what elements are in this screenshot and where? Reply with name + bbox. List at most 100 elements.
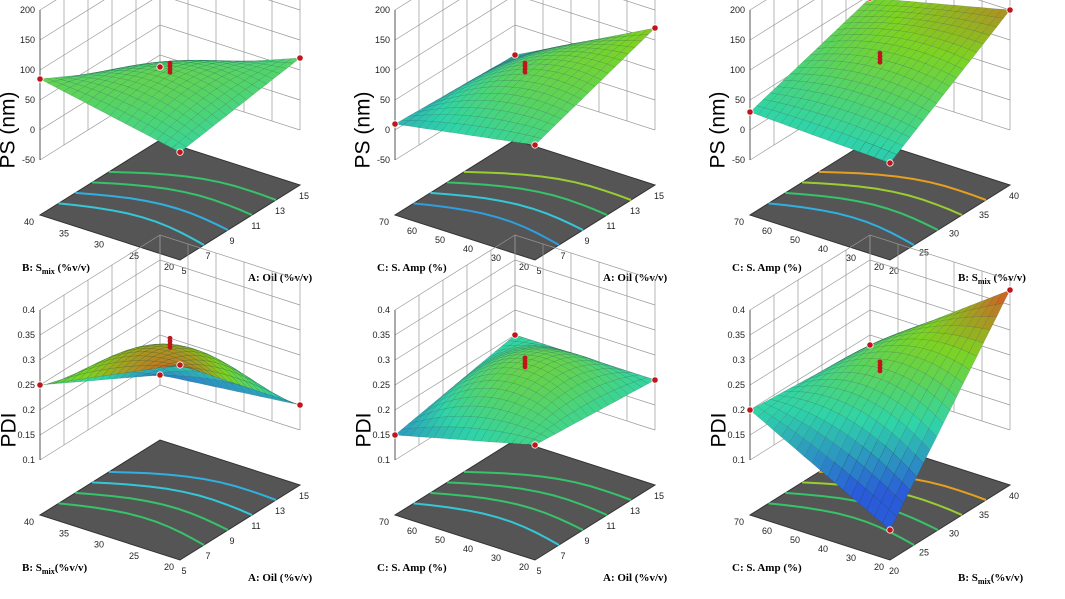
- surface-facet: [189, 359, 206, 366]
- surface-facet: [851, 22, 868, 29]
- surface-facet: [188, 355, 205, 361]
- surface-facet: [477, 70, 492, 78]
- surface-facet: [882, 81, 899, 94]
- surface-facet: [965, 307, 981, 318]
- surface-facet: [870, 351, 887, 360]
- surface-facet: [875, 22, 891, 30]
- z-tick-label: 0.35: [372, 330, 390, 340]
- x-tick-label: 15: [654, 491, 664, 501]
- surface-facet: [954, 46, 970, 58]
- surface-facet: [842, 372, 859, 382]
- surface-facet: [891, 96, 908, 109]
- surface-facet: [519, 134, 535, 145]
- surface-facet: [490, 380, 506, 390]
- surface-facet: [191, 376, 208, 386]
- surface-facet: [850, 63, 866, 74]
- y-tick-label: 20: [519, 262, 529, 272]
- surface-facet: [550, 46, 566, 51]
- surface-facet: [536, 396, 553, 409]
- surface-facet: [903, 12, 920, 20]
- surface-facet: [437, 101, 454, 110]
- surface-facet: [161, 115, 178, 127]
- surface-facet: [972, 14, 989, 24]
- surface-facet: [945, 33, 961, 44]
- surface-facet: [417, 426, 434, 438]
- surface-facet: [900, 39, 916, 49]
- surface-facet: [577, 64, 594, 74]
- z-tick-label: 150: [375, 35, 390, 45]
- surface-facet: [861, 95, 878, 109]
- center-point: [522, 364, 528, 370]
- floor-plane: [38, 139, 302, 261]
- surface-facet: [224, 369, 240, 380]
- x-tick-label: 20: [889, 266, 899, 276]
- surface-facet: [244, 76, 260, 85]
- surface-facet: [888, 142, 904, 155]
- y-axis-label-main: B: S: [22, 262, 42, 274]
- surface-facet: [606, 57, 623, 68]
- surface-facet: [885, 104, 901, 118]
- surface-facet: [74, 74, 89, 78]
- surface-facet: [881, 16, 898, 24]
- y-tick-label: 60: [407, 526, 417, 536]
- surface-facet: [804, 443, 820, 464]
- surface-facet: [911, 322, 926, 329]
- design-point: [391, 431, 399, 439]
- contour-line: [413, 202, 560, 246]
- x-axis-label: A: Oil (%v/v): [603, 272, 667, 284]
- surface-facet: [53, 76, 68, 80]
- surface-facet: [184, 364, 199, 369]
- surface-facet: [567, 361, 584, 368]
- x-tick-label: 5: [181, 566, 186, 576]
- surface-facet: [549, 45, 564, 50]
- surface-facet: [168, 357, 185, 363]
- surface-facet: [863, 4, 880, 11]
- surface-facet: [913, 401, 929, 422]
- contour-line: [413, 502, 560, 546]
- y-tick-label: 25: [129, 551, 139, 561]
- surface-facet: [874, 68, 890, 80]
- y-axis-label-main: C: S. Amp (%): [732, 562, 802, 574]
- contour-line: [768, 202, 915, 246]
- surface-facet: [481, 373, 497, 382]
- surface-plot-1: -50 0 50 100 150 200 5 7 9 11 13 15 20 25 30 35 40 PS (nm…: [0, 0, 355, 299]
- z-axis-label: PS (nm): [0, 91, 20, 169]
- surface-facet: [778, 95, 794, 105]
- z-tick-label: 100: [20, 65, 35, 75]
- y-tick-label: 20: [164, 562, 174, 572]
- x-axis-label-main: A: Oil (%v/v): [248, 272, 313, 284]
- surface-facet: [204, 63, 221, 68]
- surface-facet: [441, 426, 457, 440]
- surface-facet: [578, 39, 593, 43]
- z-axis-label: PS (nm): [706, 91, 730, 169]
- surface-facet: [544, 402, 560, 414]
- surface-facet: [174, 93, 190, 105]
- surface-facet: [213, 69, 230, 77]
- surface-facet: [47, 379, 63, 385]
- surface-facet: [488, 373, 505, 381]
- surface-facet: [849, 126, 865, 140]
- z-tick-label: -50: [732, 155, 745, 165]
- surface-facet: [123, 64, 138, 68]
- surface-facet: [612, 378, 628, 388]
- surface-facet: [515, 337, 532, 343]
- z-axis-label: PDI: [352, 412, 376, 448]
- surface-facet: [547, 368, 564, 378]
- surface-facet: [450, 381, 466, 392]
- surface-facet: [924, 45, 940, 57]
- surface-facet: [914, 420, 930, 443]
- wall-gridline: [394, 0, 412, 11]
- surface-facet: [438, 406, 455, 418]
- surface-facet: [871, 4, 888, 12]
- z-tick-label: -50: [377, 155, 390, 165]
- surface-facet: [193, 80, 210, 89]
- surface-facet: [827, 130, 843, 144]
- y-tick-label: 20: [874, 262, 884, 272]
- z-tick-label: 0.25: [372, 380, 390, 390]
- surface-facet: [433, 121, 449, 132]
- surface-facet: [606, 389, 623, 402]
- surface-facet: [497, 86, 514, 95]
- surface-facet: [901, 124, 918, 138]
- surface-facet: [931, 48, 948, 60]
- surface-facet: [567, 51, 584, 57]
